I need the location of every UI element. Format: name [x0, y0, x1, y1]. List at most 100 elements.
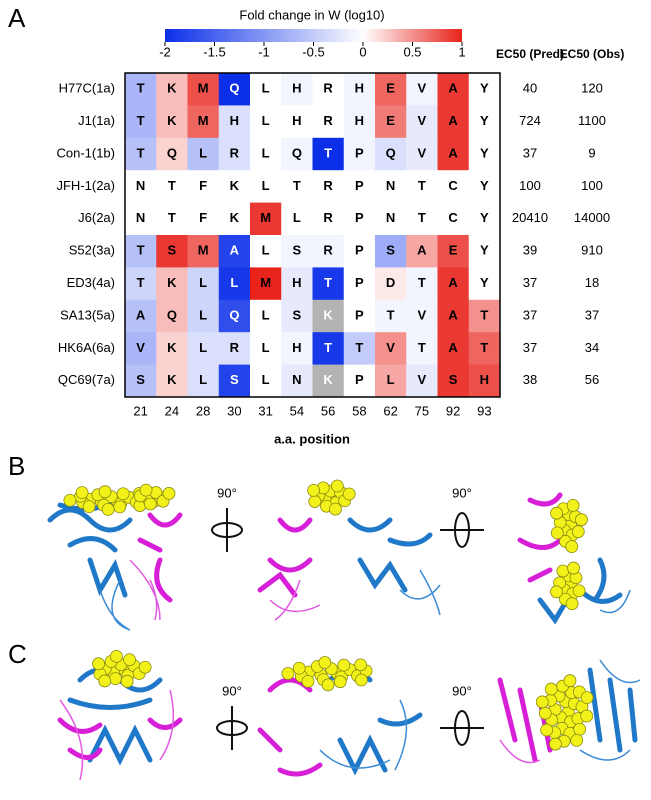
column-label: 62	[383, 403, 397, 418]
cell-letter: L	[199, 145, 207, 160]
residue-sphere	[138, 660, 152, 674]
ec50-pred: 724	[519, 113, 541, 128]
ec50-header: EC50 (Pred)	[496, 47, 564, 61]
cell-letter: T	[137, 81, 145, 96]
cell-letter: E	[386, 113, 395, 128]
heatmap-cell	[468, 332, 501, 366]
cell-letter: S	[230, 372, 239, 387]
cell-letter: H	[230, 113, 239, 128]
residue-sphere	[113, 500, 127, 514]
column-label: 24	[165, 403, 179, 418]
heatmap-cell	[312, 235, 345, 268]
cell-letter: S	[293, 243, 302, 258]
heatmap-cell	[468, 202, 501, 236]
cell-letter: L	[199, 340, 207, 355]
ec50-pred: 37	[523, 340, 537, 355]
residue-sphere	[98, 485, 112, 499]
heatmap-cell	[312, 299, 345, 333]
cell-letter: T	[418, 178, 426, 193]
cell-letter: R	[230, 145, 240, 160]
cell-letter: K	[167, 113, 177, 128]
residue-sphere	[101, 503, 115, 516]
residue-sphere	[550, 506, 563, 520]
heatmap-cell	[156, 202, 188, 236]
heatmap-cell	[218, 267, 251, 301]
cell-letter: H	[292, 113, 301, 128]
residue-sphere	[354, 673, 368, 687]
cell-letter: L	[199, 275, 207, 290]
ec50-obs: 37	[585, 307, 599, 322]
cell-letter: T	[137, 113, 145, 128]
column-label: 54	[290, 403, 304, 418]
cell-letter: H	[355, 113, 364, 128]
heatmap-cell	[125, 105, 157, 139]
heatmap-cell	[281, 364, 313, 398]
residue-sphere	[580, 691, 594, 705]
cell-letter: R	[323, 243, 333, 258]
row-label: HK6A(6a)	[58, 340, 115, 355]
cell-letter: H	[292, 275, 301, 290]
cell-letter: Y	[480, 275, 489, 290]
cell-letter: Y	[480, 243, 489, 258]
heatmap-cell	[125, 332, 157, 366]
panel-label: B	[8, 451, 25, 481]
heatmap-cell	[468, 170, 501, 204]
cell-letter: T	[324, 275, 332, 290]
cell-letter: H	[480, 372, 489, 387]
residue-sphere	[580, 709, 594, 723]
cell-letter: L	[199, 372, 207, 387]
cell-letter: M	[260, 275, 271, 290]
cell-letter: V	[418, 113, 427, 128]
residue-sphere	[162, 487, 176, 500]
cell-letter: N	[292, 372, 301, 387]
residue-sphere	[318, 656, 332, 669]
heatmap-cell	[250, 73, 282, 106]
cell-letter: Y	[480, 145, 489, 160]
cell-letter: S	[136, 372, 145, 387]
heatmap-cell	[375, 105, 407, 139]
heatmap-cell	[312, 364, 345, 398]
column-label: 30	[227, 403, 241, 418]
cell-letter: T	[293, 178, 301, 193]
row-label: Con-1(1b)	[56, 145, 115, 160]
row-label: SA13(5a)	[60, 307, 115, 322]
cell-letter: L	[262, 340, 270, 355]
column-label: 31	[258, 403, 272, 418]
heatmap-cell	[437, 170, 470, 204]
heatmap-cell	[343, 105, 376, 139]
heatmap-cell	[250, 299, 282, 333]
row-label: ED3(4a)	[67, 275, 115, 290]
heatmap-cell	[343, 170, 376, 204]
residue-sphere	[572, 584, 586, 598]
row-label: J6(2a)	[78, 210, 115, 225]
heatmap-cell	[312, 170, 345, 204]
residue-sphere	[573, 722, 587, 736]
column-label: 75	[415, 403, 429, 418]
heatmap-cell	[468, 105, 501, 139]
residue-sphere	[567, 561, 580, 575]
cell-letter: P	[355, 145, 364, 160]
heatmap-cell	[375, 332, 407, 366]
cell-letter: T	[387, 307, 395, 322]
residue-sphere	[63, 493, 77, 507]
residue-sphere	[307, 483, 321, 497]
heatmap-cell	[218, 202, 251, 236]
heatmap-cell	[250, 105, 282, 139]
cell-letter: R	[323, 113, 333, 128]
cell-letter: Q	[167, 307, 177, 322]
cell-letter: V	[418, 372, 427, 387]
cell-letter: K	[323, 307, 333, 322]
heatmap-cell	[406, 299, 438, 333]
residue-sphere	[292, 661, 306, 675]
row-label: QC69(7a)	[58, 372, 115, 387]
ec50-header: EC50 (Obs)	[560, 47, 625, 61]
cell-letter: N	[136, 210, 145, 225]
row-label: J1(1a)	[78, 113, 115, 128]
residue-sphere	[570, 733, 584, 747]
heatmap-cell	[250, 332, 282, 366]
heatmap-cell	[406, 105, 438, 139]
heatmap-cell	[468, 73, 501, 106]
heatmap-cell	[437, 73, 470, 106]
ec50-pred: 40	[523, 81, 537, 96]
cell-letter: T	[324, 145, 332, 160]
